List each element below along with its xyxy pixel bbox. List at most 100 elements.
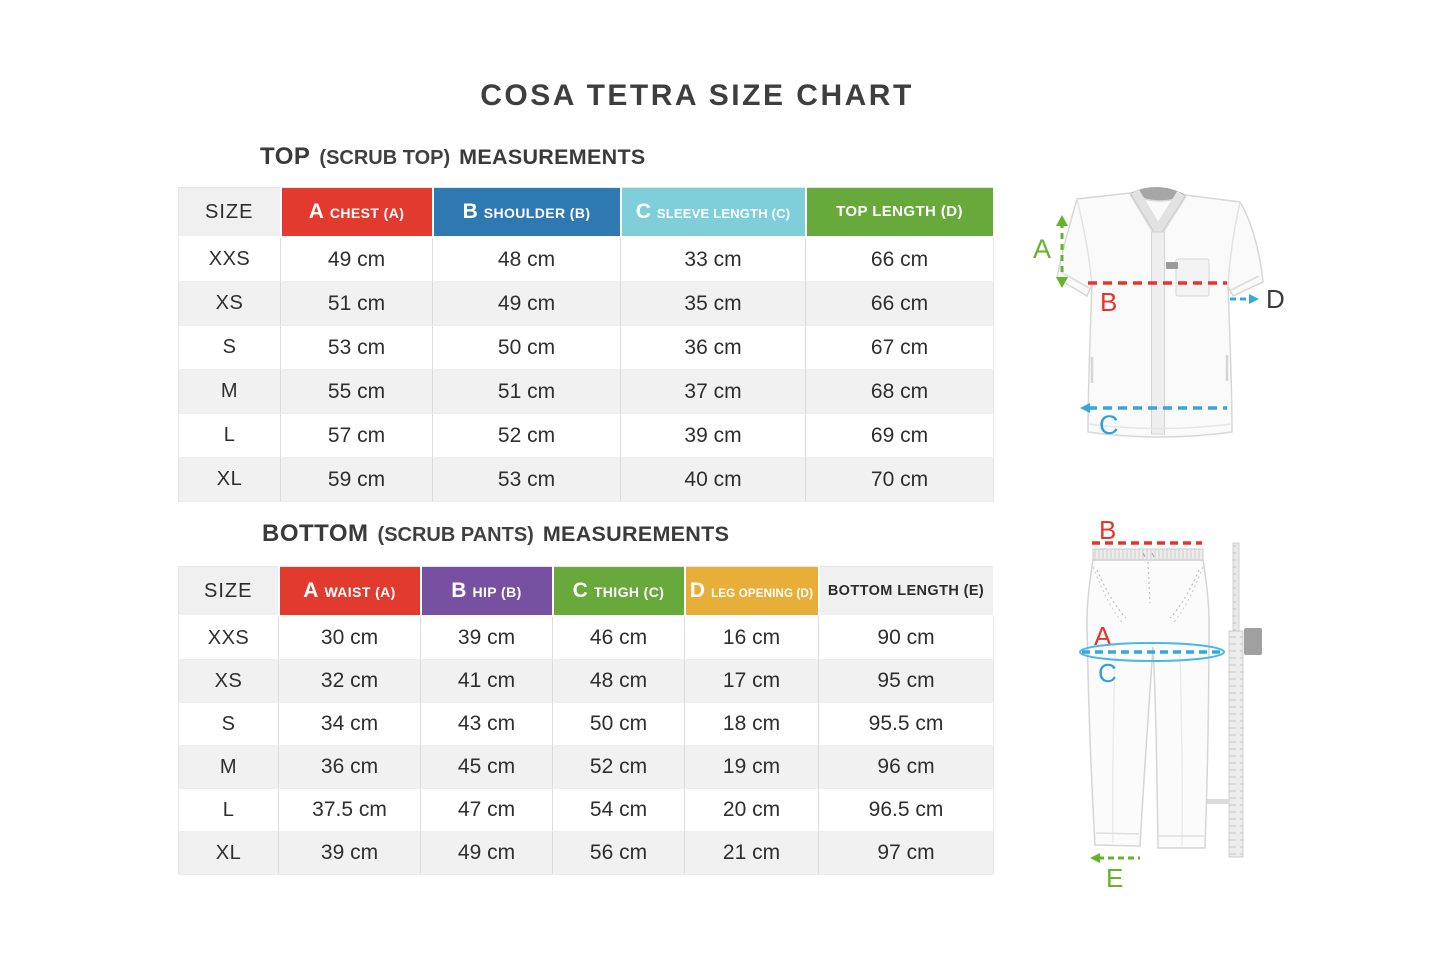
size-cell: XXS <box>178 616 279 660</box>
measuring-tape-cord-ticks <box>1233 543 1239 633</box>
top-table-header-row: SIZE A CHEST (A) B SHOULDER (B) C SLEEVE LE… <box>178 187 995 238</box>
table-row: XXS 49 cm 48 cm 33 cm 66 cm <box>178 237 994 282</box>
size-cell: M <box>178 369 281 414</box>
measurement-cell: 17 cm <box>684 659 819 703</box>
shirt-pocket-label <box>1166 262 1178 269</box>
bottom-section-heading: BOTTOM (SCRUB PANTS) MEASUREMENTS <box>262 520 729 548</box>
measurement-cell: 32 cm <box>278 659 421 703</box>
measurement-cell: 45 cm <box>420 745 553 789</box>
left-leg-crease <box>1111 654 1116 844</box>
measurement-cell: 67 cm <box>805 325 994 370</box>
measurement-cell: 68 cm <box>805 369 994 414</box>
fly-stitch <box>1147 561 1151 604</box>
waist-letter: A <box>303 579 319 602</box>
top-heading-main: TOP <box>260 143 311 170</box>
measurement-cell: 19 cm <box>684 745 819 789</box>
pants-label-a: A <box>1094 621 1112 651</box>
top-section-heading: TOP (SCRUB TOP) MEASUREMENTS <box>260 143 646 171</box>
hip-label: HIP (B) <box>472 584 522 600</box>
pants-label-b: B <box>1099 515 1116 545</box>
measurement-cell: 52 cm <box>552 745 685 789</box>
bottom-table-header-row: SIZE A WAIST (A) B HIP (B) C THIGH (C) D LEG… <box>178 566 995 617</box>
measurement-cell: 69 cm <box>805 413 994 458</box>
arrow-right-head <box>1249 294 1259 304</box>
table-row: XS 32 cm 41 cm 48 cm 17 cm 95 cm <box>178 659 994 703</box>
measurement-cell: 43 cm <box>420 702 553 746</box>
measurement-cell: 53 cm <box>280 325 433 370</box>
arrow-down-head <box>1056 277 1068 288</box>
measurement-cell: 49 cm <box>280 237 433 282</box>
measurement-cell: 52 cm <box>432 413 621 458</box>
measurement-cell: 39 cm <box>278 831 421 875</box>
shirt-label-d: D <box>1266 284 1285 314</box>
measurement-cell: 39 cm <box>620 413 806 458</box>
top-length-label: TOP LENGTH (D) <box>836 203 963 220</box>
shirt-armhole-seam <box>1227 201 1241 288</box>
shirt-hem-line <box>1087 423 1233 430</box>
shirt-label-b: B <box>1100 287 1117 317</box>
hip-letter: B <box>451 579 467 602</box>
measurement-cell: 48 cm <box>432 237 621 282</box>
scrub-pants-illustration: B A C E <box>1079 515 1262 893</box>
measurement-cell: 50 cm <box>552 702 685 746</box>
shirt-chest-pocket <box>1175 258 1210 297</box>
measurement-cell: 21 cm <box>684 831 819 875</box>
bottom-measurements-table: SIZE A WAIST (A) B HIP (B) C THIGH (C) D LEG… <box>178 566 995 875</box>
top-heading-tail: MEASUREMENTS <box>459 145 646 169</box>
shirt-collar-edge <box>1129 192 1187 238</box>
size-cell: S <box>178 325 281 370</box>
top-length-column-header: TOP LENGTH (D) <box>805 187 995 238</box>
measurement-cell: 51 cm <box>432 369 621 414</box>
measurement-cell: 49 cm <box>420 831 553 875</box>
sleeve-length-column-header: C SLEEVE LENGTH (C) <box>620 187 807 238</box>
size-cell: XS <box>178 659 279 703</box>
measurement-cell: 30 cm <box>278 616 421 660</box>
chest-label: CHEST (A) <box>329 205 405 221</box>
measurement-cell: 96 cm <box>818 745 994 789</box>
table-row: S 53 cm 50 cm 36 cm 67 cm <box>178 325 994 370</box>
measurement-cell: 56 cm <box>552 831 685 875</box>
table-row: XL 39 cm 49 cm 56 cm 21 cm 97 cm <box>178 831 994 875</box>
table-row: L 37.5 cm 47 cm 54 cm 20 cm 96.5 cm <box>178 788 994 832</box>
top-size-column-header: SIZE <box>178 187 282 238</box>
hip-column-header: B HIP (B) <box>420 566 554 617</box>
top-measurements-table: SIZE A CHEST (A) B SHOULDER (B) C SLEEVE LE… <box>178 187 995 502</box>
arrow-left-head <box>1090 853 1100 863</box>
measurement-cell: 48 cm <box>552 659 685 703</box>
measurement-cell: 54 cm <box>552 788 685 832</box>
shirt-label-a: A <box>1033 234 1051 264</box>
sleeve-length-letter: C <box>635 200 651 223</box>
size-cell: XL <box>178 457 281 502</box>
thigh-loop <box>1079 642 1225 662</box>
measurement-cell: 95 cm <box>818 659 994 703</box>
measurement-cell: 41 cm <box>420 659 553 703</box>
shirt-collar-band <box>1151 191 1187 238</box>
shirt-side-slits <box>1090 355 1229 383</box>
table-row: M 36 cm 45 cm 52 cm 19 cm 96 cm <box>178 745 994 789</box>
right-pocket-stitch <box>1169 569 1200 619</box>
pants-waistband-elastic <box>1093 549 1203 560</box>
measurement-cell: 95.5 cm <box>818 702 994 746</box>
pants-body <box>1086 559 1210 849</box>
table-row: M 55 cm 51 cm 37 cm 68 cm <box>178 369 994 414</box>
size-cell: L <box>178 413 281 458</box>
waist-label: WAIST (A) <box>324 584 396 600</box>
measurement-cell: 47 cm <box>420 788 553 832</box>
measurement-cell: 55 cm <box>280 369 433 414</box>
size-cell: S <box>178 702 279 746</box>
thigh-letter: C <box>572 579 588 602</box>
measurement-cell: 33 cm <box>620 237 806 282</box>
top-heading-paren: (SCRUB TOP) <box>319 147 451 169</box>
waist-column-header: A WAIST (A) <box>278 566 422 617</box>
measurement-cell: 90 cm <box>818 616 994 660</box>
measurement-cell: 96.5 cm <box>818 788 994 832</box>
tape-connector <box>1198 799 1229 804</box>
measurement-cell: 36 cm <box>278 745 421 789</box>
measurement-cell: 20 cm <box>684 788 819 832</box>
size-cell: XL <box>178 831 279 875</box>
table-row: XS 51 cm 49 cm 35 cm 66 cm <box>178 281 994 326</box>
leg-opening-label: LEG OPENING (D) <box>711 588 814 600</box>
shirt-cuff-line <box>1230 275 1260 291</box>
measurement-cell: 36 cm <box>620 325 806 370</box>
